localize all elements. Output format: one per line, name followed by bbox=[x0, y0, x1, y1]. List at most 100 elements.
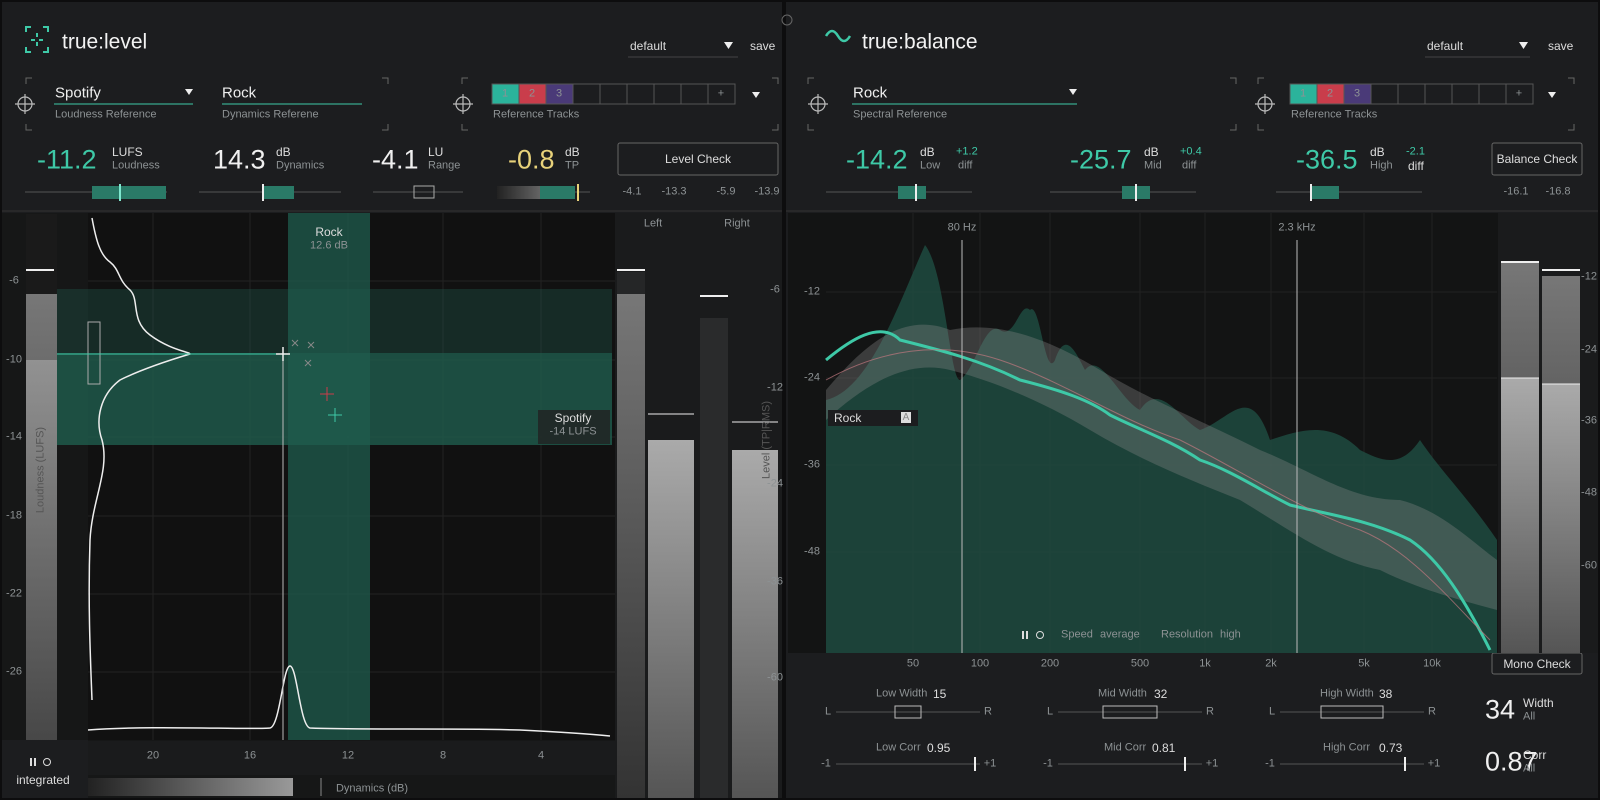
button-text[interactable]: Balance Check bbox=[1496, 152, 1578, 166]
value-text[interactable]: Rock bbox=[222, 84, 257, 102]
yticks-text: -24 bbox=[804, 371, 820, 384]
yticks-text: -22 bbox=[6, 587, 22, 600]
slots-text[interactable]: 1 bbox=[1299, 87, 1307, 100]
slots-text[interactable]: 1 bbox=[501, 87, 509, 100]
value-text: -25.7 bbox=[1070, 144, 1132, 175]
channels-text: Right bbox=[724, 217, 750, 230]
value-text[interactable]: Spotify bbox=[55, 84, 101, 102]
xticks-text: 1k bbox=[1199, 657, 1211, 670]
unit-text: dB bbox=[1144, 145, 1159, 159]
diff-text: -2.1 bbox=[1406, 145, 1425, 158]
value-text: -0.8 bbox=[508, 144, 555, 175]
preset-text[interactable]: default bbox=[630, 39, 667, 53]
yticks-text: -14 bbox=[6, 430, 22, 443]
value-text: 0.87 bbox=[1485, 746, 1538, 777]
label-text: Width bbox=[1523, 696, 1554, 710]
brand-text: true:level bbox=[62, 30, 148, 54]
ticks-text: -6 bbox=[770, 283, 780, 296]
ticks-text: -60 bbox=[767, 671, 783, 684]
label-text: Loudness Reference bbox=[55, 108, 157, 121]
value-text: 32 bbox=[1154, 687, 1168, 701]
x-axis-label-text: Dynamics (dB) bbox=[335, 782, 409, 795]
unit-text: LUFS bbox=[112, 145, 143, 159]
name-text: Rock bbox=[315, 225, 343, 239]
axis-label-text: Level (TP|RMS) bbox=[760, 400, 773, 480]
unit-text: dB bbox=[1370, 145, 1385, 159]
ticks-text: -12 bbox=[767, 381, 783, 394]
preset-text[interactable]: default bbox=[1427, 39, 1464, 53]
value-text[interactable]: Rock bbox=[853, 84, 888, 102]
max-text: +1 bbox=[1205, 757, 1219, 770]
xticks-text: 500 bbox=[1130, 657, 1150, 670]
mode-text[interactable]: integrated bbox=[16, 773, 70, 787]
reference-badge-text: A bbox=[902, 412, 910, 423]
label-text: High Corr bbox=[1323, 741, 1371, 754]
save-text[interactable]: save bbox=[750, 39, 776, 53]
yticks-text: -26 bbox=[6, 665, 22, 678]
unit-text: LU bbox=[428, 145, 444, 159]
slots-text[interactable]: + bbox=[1515, 87, 1523, 100]
yticks-text: -12 bbox=[804, 285, 820, 298]
label-text: Low bbox=[920, 159, 941, 172]
meter-ticks-text: -24 bbox=[1581, 343, 1597, 356]
save-text[interactable]: save bbox=[1548, 39, 1574, 53]
label-text: Reference Tracks bbox=[493, 108, 580, 121]
slots-text[interactable]: 3 bbox=[555, 87, 563, 100]
name-text: Spotify bbox=[554, 411, 592, 425]
value-text: 14.3 bbox=[213, 144, 266, 175]
markers-text: 80 Hz bbox=[947, 221, 977, 234]
xticks-text: 8 bbox=[439, 749, 447, 762]
label-text: Mid Width bbox=[1098, 687, 1147, 700]
slots-text[interactable]: + bbox=[717, 87, 725, 100]
min-text: -1 bbox=[1265, 757, 1275, 770]
xticks-text: 100 bbox=[970, 657, 990, 670]
xticks-text: 50 bbox=[906, 657, 920, 670]
slots-text[interactable]: 2 bbox=[1326, 87, 1334, 100]
value-text: 0.73 bbox=[1379, 741, 1403, 755]
mono-check-text[interactable]: Mono Check bbox=[1503, 657, 1571, 671]
xticks-text: 16 bbox=[243, 749, 257, 762]
speed-text[interactable]: average bbox=[1100, 628, 1140, 641]
value-text: 34 bbox=[1485, 694, 1516, 725]
slots-text[interactable]: 2 bbox=[528, 87, 536, 100]
value-text: -36.5 bbox=[1296, 144, 1358, 175]
min-text: -1 bbox=[821, 757, 831, 770]
meter-ticks-text: -48 bbox=[1581, 486, 1597, 499]
label-text: Spectral Reference bbox=[853, 108, 948, 121]
label-text: Dynamics bbox=[276, 159, 325, 172]
resolution-text[interactable]: high bbox=[1220, 628, 1241, 641]
slots-text[interactable]: 3 bbox=[1353, 87, 1361, 100]
yticks-text: -48 bbox=[804, 545, 820, 558]
value-text: 0.81 bbox=[1152, 741, 1176, 755]
sub-text: All bbox=[1523, 762, 1536, 775]
diff-label-text: diff bbox=[1182, 159, 1197, 172]
diff-label-text: diff bbox=[1408, 159, 1424, 173]
button-text[interactable]: Level Check bbox=[664, 152, 732, 166]
xticks-text: 20 bbox=[146, 749, 160, 762]
diff-label-text: diff bbox=[958, 159, 973, 172]
label-text: Loudness bbox=[112, 159, 160, 172]
yticks-text: -6 bbox=[9, 274, 19, 287]
channels-text: Left bbox=[643, 217, 663, 230]
label-text: Dynamics Referene bbox=[222, 108, 319, 121]
label-text: Reference Tracks bbox=[1291, 108, 1378, 121]
values-text: -13.9 bbox=[754, 185, 780, 198]
value-text: 38 bbox=[1379, 687, 1393, 701]
brand-text: true:balance bbox=[862, 30, 978, 54]
label-text: Mid Corr bbox=[1104, 741, 1147, 754]
values-text: -13.3 bbox=[661, 185, 687, 198]
label-text: Range bbox=[428, 159, 461, 172]
y-axis-label-text: Loudness (LUFS) bbox=[34, 426, 47, 514]
markers-text: 2.3 kHz bbox=[1278, 221, 1316, 234]
min-text: -1 bbox=[1043, 757, 1053, 770]
label-text: Low Corr bbox=[876, 741, 921, 754]
speed-label-text: Speed bbox=[1061, 628, 1093, 641]
left-text: L bbox=[824, 705, 832, 718]
left-text: L bbox=[1046, 705, 1054, 718]
yticks-text: -10 bbox=[6, 353, 22, 366]
left-text: L bbox=[1268, 705, 1276, 718]
value-text: -4.1 bbox=[372, 144, 419, 175]
unit-text: dB bbox=[565, 145, 580, 159]
xticks-text: 2k bbox=[1265, 657, 1277, 670]
resolution-label-text: Resolution bbox=[1161, 628, 1213, 641]
